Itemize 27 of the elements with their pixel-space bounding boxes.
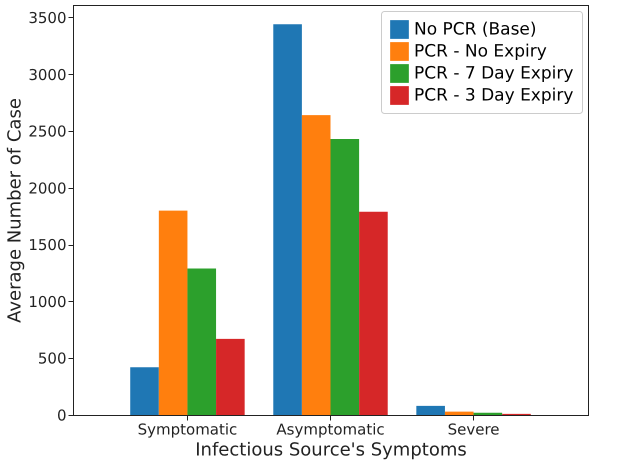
y-tick-label: 3000 [28,66,66,84]
y-tick-label: 2500 [28,122,66,141]
bar [416,406,445,415]
bar [187,268,216,415]
legend-label: PCR - No Expiry [414,42,547,62]
y-tick-label: 500 [38,350,66,368]
bar [130,367,159,415]
x-tick-label: Symptomatic [138,420,238,438]
legend-label: PCR - 3 Day Expiry [414,86,574,106]
bar [273,24,302,415]
legend-label: PCR - 7 Day Expiry [414,64,574,84]
bar [330,139,360,415]
y-tick-label: 1500 [28,236,66,254]
x-tick-label: Severe [448,420,500,438]
y-tick-label: 3500 [28,8,66,27]
x-tick-label: Asymptomatic [276,420,385,438]
y-axis-title: Average Number of Case [4,98,26,323]
bar [302,115,330,415]
bar [216,338,245,415]
y-tick-label: 1000 [28,292,66,311]
x-axis-title: Infectious Source's Symptoms [195,440,467,460]
legend-label: No PCR (Base) [414,20,537,40]
bar [444,412,474,415]
y-tick-label: 2000 [28,179,66,198]
bar [359,212,388,415]
bar [158,210,188,415]
y-tick-label: 0 [56,406,66,424]
